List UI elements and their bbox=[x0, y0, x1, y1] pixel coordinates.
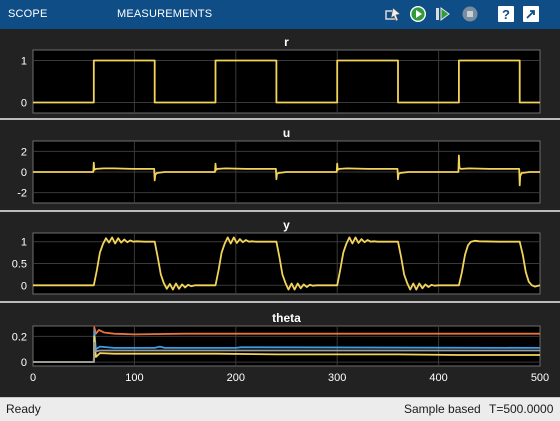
axes-title: u bbox=[283, 126, 290, 140]
step-forward-button[interactable] bbox=[433, 4, 453, 24]
y-tick-label: 1 bbox=[21, 56, 27, 68]
run-icon bbox=[410, 6, 426, 22]
y-tick-label: 1 bbox=[21, 237, 27, 249]
highlight-block-icon bbox=[385, 7, 401, 22]
stop-icon bbox=[462, 6, 478, 22]
x-tick-label: 200 bbox=[227, 372, 245, 384]
tab-scope[interactable]: SCOPE bbox=[8, 8, 48, 20]
y-tick-label: 0 bbox=[21, 280, 27, 292]
svg-text:?: ? bbox=[502, 7, 510, 22]
scope-plot-area: 0 1 r -2 0 2 u 0 0.5 1 y 0 0.2 theta 0 100 200 300 400 500 bbox=[0, 29, 560, 397]
axes-0 bbox=[32, 49, 541, 114]
help-button[interactable]: ? bbox=[496, 4, 516, 24]
axes-title: y bbox=[283, 218, 290, 232]
y-tick-label: 0 bbox=[21, 167, 27, 179]
x-tick-label: 500 bbox=[531, 372, 549, 384]
stop-button[interactable] bbox=[460, 4, 480, 24]
status-sim-time: T=500.0000 bbox=[489, 402, 554, 416]
x-tick-label: 300 bbox=[328, 372, 346, 384]
tab-measurements[interactable]: MEASUREMENTS bbox=[117, 8, 213, 20]
status-sample-mode: Sample based bbox=[404, 402, 481, 416]
status-ready: Ready bbox=[6, 402, 41, 416]
status-bar: Ready Sample based T=500.0000 bbox=[0, 397, 560, 421]
series-line-1-0 bbox=[33, 154, 540, 187]
y-tick-label: 0.5 bbox=[12, 259, 27, 271]
x-tick-label: 100 bbox=[125, 372, 143, 384]
y-tick-label: 0 bbox=[21, 98, 27, 110]
step-forward-icon bbox=[436, 7, 450, 21]
run-button[interactable] bbox=[408, 4, 428, 24]
y-tick-label: 0 bbox=[21, 357, 27, 369]
x-tick-label: 400 bbox=[429, 372, 447, 384]
axes-3 bbox=[32, 325, 541, 367]
axes-title: theta bbox=[272, 311, 301, 325]
help-icon: ? bbox=[498, 6, 514, 22]
undock-button[interactable] bbox=[521, 4, 541, 24]
axes-title: r bbox=[284, 35, 289, 49]
series-line-2-0 bbox=[33, 236, 541, 291]
y-tick-label: 2 bbox=[21, 146, 27, 158]
series-line-3-2 bbox=[33, 335, 540, 364]
highlight-block-button[interactable] bbox=[383, 4, 403, 24]
series-line-0-0 bbox=[33, 59, 540, 104]
undock-icon bbox=[523, 6, 539, 22]
x-tick-label: 0 bbox=[30, 372, 36, 384]
y-tick-label: -2 bbox=[17, 188, 27, 200]
scope-plots[interactable]: 0 1 r -2 0 2 u 0 0.5 1 y 0 0.2 theta 0 100 200 300 400 500 bbox=[0, 29, 560, 397]
series-line-3-3 bbox=[33, 341, 540, 364]
toolstrip: SCOPE MEASUREMENTS ? bbox=[0, 0, 560, 29]
y-tick-label: 0.2 bbox=[12, 331, 27, 343]
